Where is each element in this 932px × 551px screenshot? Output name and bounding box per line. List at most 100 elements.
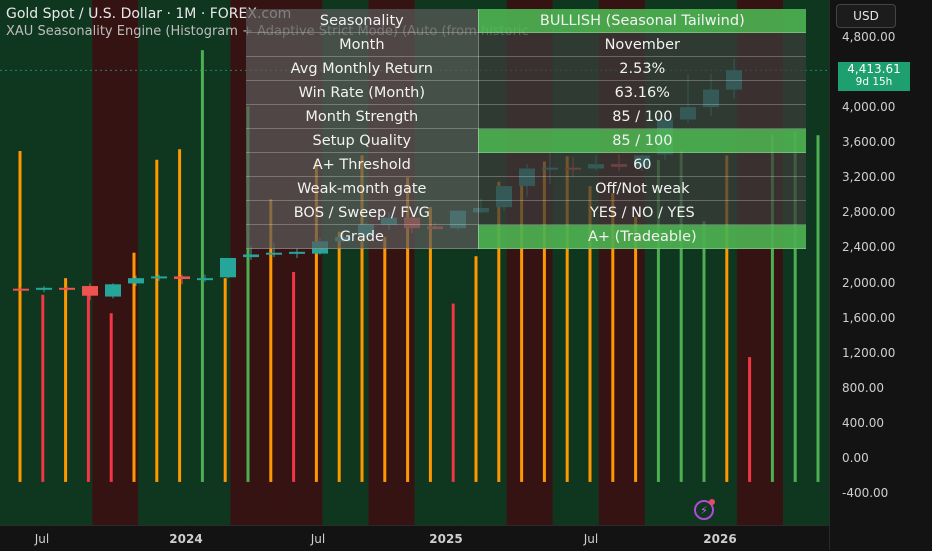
row-label: Seasonality — [246, 9, 479, 33]
candle-body — [266, 252, 282, 255]
histogram-bar — [360, 155, 364, 482]
candle-body — [105, 284, 121, 297]
symbol-legend[interactable]: Gold Spot / U.S. Dollar · 1M · FOREX.com — [6, 6, 292, 22]
time-axis[interactable]: Jul 2024 Jul 2025 Jul 2026 — [0, 525, 829, 551]
row-value: 60 — [478, 152, 806, 177]
histogram-bar — [793, 131, 797, 482]
row-label: Win Rate (Month) — [246, 80, 479, 105]
candle-body — [289, 251, 305, 254]
histogram-bar — [474, 256, 478, 482]
tradingview-logo-icon[interactable]: ⚡ — [694, 499, 715, 520]
histogram-bar — [634, 216, 638, 482]
table-row: Setup Quality 85 / 100 — [246, 128, 806, 153]
candle-body — [13, 288, 29, 291]
histogram-bar — [816, 135, 820, 482]
notification-dot — [709, 499, 715, 505]
table-row: BOS / Sweep / FVG YES / NO / YES — [246, 200, 806, 225]
histogram-bar — [748, 357, 752, 482]
row-value: 85 / 100 — [478, 128, 806, 153]
candle-body — [243, 254, 259, 258]
histogram-bar — [679, 151, 683, 482]
candle-body — [59, 287, 75, 290]
candle-body — [36, 287, 52, 290]
histogram-bar — [588, 186, 592, 482]
row-label: Month — [246, 32, 479, 57]
season-band — [0, 0, 47, 525]
table-row: Weak-month gate Off/Not weak — [246, 176, 806, 201]
row-value: 2.53% — [478, 56, 806, 81]
time-tick: Jul — [583, 532, 599, 546]
price-tick: 400.00 — [842, 415, 884, 430]
time-tick: Jul — [310, 532, 326, 546]
row-label: Grade — [246, 224, 479, 249]
price-tick: 3,600.00 — [842, 135, 896, 150]
histogram-bar — [542, 161, 546, 482]
histogram-bar — [406, 177, 410, 482]
histogram-bar — [223, 278, 227, 482]
histogram-bar — [520, 168, 524, 482]
histogram-bar — [155, 159, 159, 482]
table-row: Month Strength 85 / 100 — [246, 104, 806, 129]
histogram-bar — [725, 155, 729, 482]
bar-countdown: 9d 15h — [855, 76, 893, 88]
candle-body — [220, 257, 236, 278]
table-row: Win Rate (Month) 63.16% — [246, 80, 806, 105]
histogram-bar — [41, 294, 45, 482]
last-price-value: 4,413.61 — [847, 62, 901, 76]
price-tick: 800.00 — [842, 380, 884, 395]
price-tick: 1,200.00 — [842, 345, 896, 360]
histogram-bar — [178, 149, 182, 482]
candle-body — [151, 276, 167, 279]
chart-area[interactable] — [0, 0, 829, 525]
currency-button[interactable]: USD — [836, 4, 896, 28]
last-price-label: 4,413.61 9d 15h — [838, 62, 910, 91]
row-label: Setup Quality — [246, 128, 479, 153]
histogram-bar — [428, 207, 432, 482]
price-tick: 4,000.00 — [842, 100, 896, 115]
table-row: Avg Monthly Return 2.53% — [246, 56, 806, 81]
histogram-bar — [702, 221, 706, 482]
time-tick: 2025 — [429, 532, 463, 546]
price-axis[interactable]: 4,800.004,400.004,000.003,600.003,200.00… — [829, 0, 932, 550]
price-tick: 0.00 — [842, 450, 869, 465]
candle-body — [82, 286, 98, 296]
row-label: BOS / Sweep / FVG — [246, 200, 479, 225]
price-tick: 2,400.00 — [842, 240, 896, 255]
price-tick: -400.00 — [842, 486, 889, 500]
table-row: Month November — [246, 32, 806, 57]
price-tick: 2,000.00 — [842, 275, 896, 290]
table-row: A+ Threshold 60 — [246, 152, 806, 177]
row-value: November — [478, 32, 806, 57]
histogram-bar — [269, 199, 273, 482]
table-row: Grade A+ (Tradeable) — [246, 224, 806, 249]
price-tick: 4,800.00 — [842, 30, 896, 44]
histogram-bar — [451, 303, 455, 482]
histogram-bar — [132, 252, 136, 482]
histogram-bar — [337, 231, 341, 482]
time-tick: 2024 — [169, 532, 203, 546]
row-label: Avg Monthly Return — [246, 56, 479, 81]
histogram-bar — [18, 151, 22, 482]
candle-body — [128, 278, 144, 284]
histogram-bar — [611, 193, 615, 482]
row-value: A+ (Tradeable) — [478, 224, 806, 249]
histogram-bar — [200, 50, 204, 482]
table-row: Seasonality BULLISH (Seasonal Tailwind) — [246, 9, 806, 33]
price-tick: 1,600.00 — [842, 310, 896, 325]
row-value: 85 / 100 — [478, 104, 806, 129]
candle-body — [174, 276, 190, 280]
row-value: BULLISH (Seasonal Tailwind) — [478, 9, 806, 33]
time-tick: 2026 — [703, 532, 737, 546]
season-band — [92, 0, 139, 525]
row-value: Off/Not weak — [478, 176, 806, 201]
histogram-bar — [656, 159, 660, 482]
price-chart[interactable] — [0, 0, 829, 525]
row-label: A+ Threshold — [246, 152, 479, 177]
histogram-bar — [64, 278, 68, 482]
row-label: Weak-month gate — [246, 176, 479, 201]
histogram-bar — [314, 161, 318, 482]
histogram-bar — [565, 156, 569, 482]
row-value: YES / NO / YES — [478, 200, 806, 225]
price-tick: 2,800.00 — [842, 205, 896, 220]
histogram-bar — [109, 313, 113, 482]
